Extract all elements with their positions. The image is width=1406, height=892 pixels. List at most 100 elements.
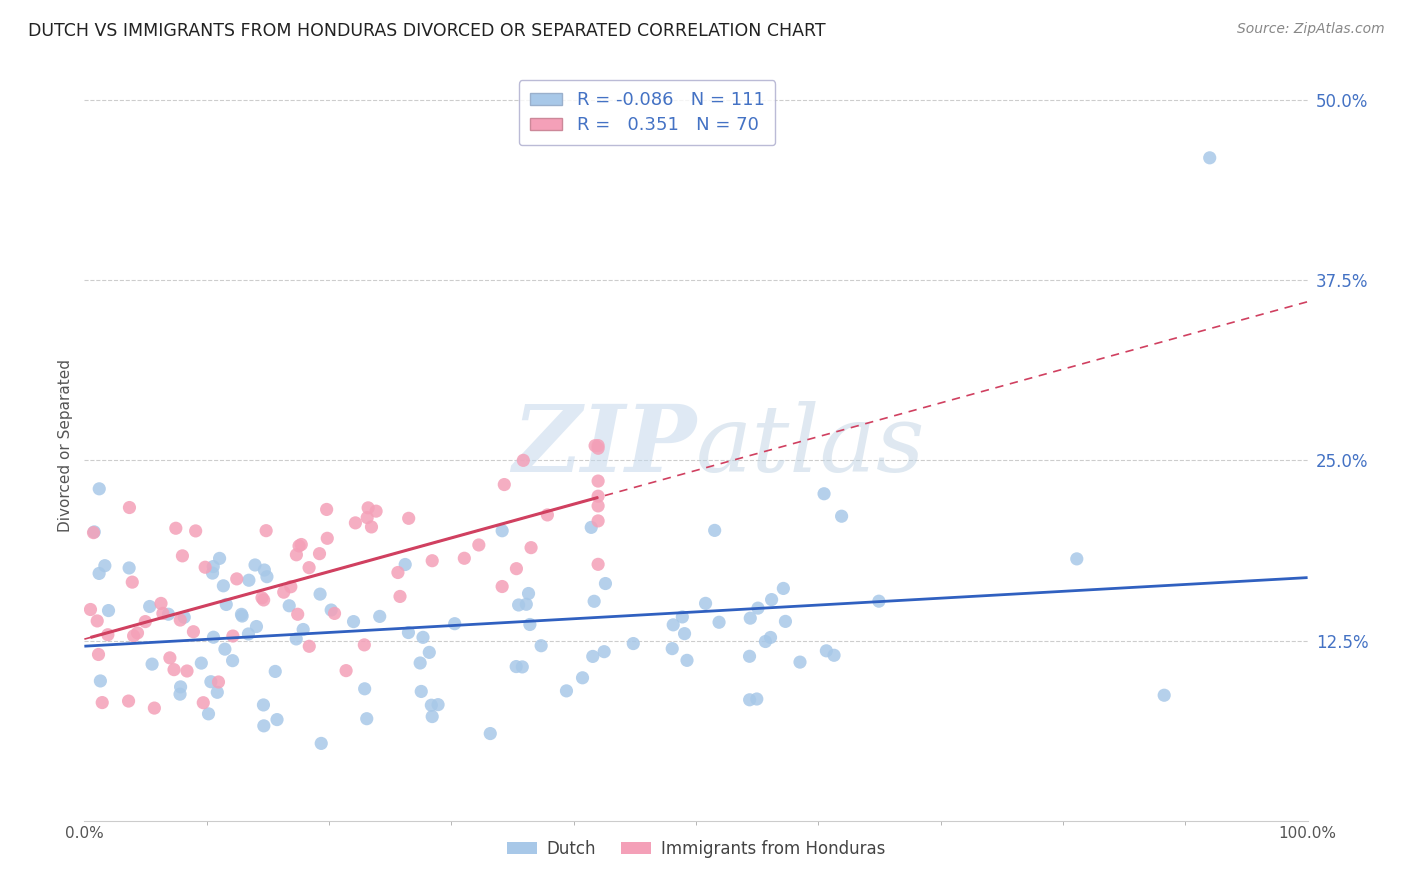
Point	[200, 674, 222, 689]
Point	[202, 630, 225, 644]
Point	[582, 649, 605, 664]
Point	[184, 524, 207, 538]
Point	[278, 599, 301, 613]
Point	[593, 645, 616, 659]
Point	[238, 573, 260, 587]
Point	[520, 541, 543, 555]
Point	[508, 598, 530, 612]
Text: Source: ZipAtlas.com: Source: ZipAtlas.com	[1237, 22, 1385, 37]
Point	[169, 687, 191, 701]
Point	[586, 474, 609, 488]
Point	[676, 653, 699, 667]
Point	[253, 719, 276, 733]
Point	[264, 665, 287, 679]
Point	[740, 611, 762, 625]
Point	[127, 626, 149, 640]
Point	[745, 692, 768, 706]
Point	[157, 607, 180, 622]
Point	[91, 696, 114, 710]
Point	[789, 655, 811, 669]
Point	[581, 520, 603, 534]
Point	[353, 681, 375, 696]
Point	[163, 663, 186, 677]
Point	[193, 696, 215, 710]
Point	[775, 615, 797, 629]
Point	[243, 558, 266, 572]
Point	[194, 560, 217, 574]
Point	[586, 514, 609, 528]
Point	[173, 610, 195, 624]
Point	[387, 566, 409, 580]
Point	[292, 623, 315, 637]
Point	[221, 654, 243, 668]
Point	[412, 631, 434, 645]
Point	[141, 657, 163, 672]
Point	[586, 558, 609, 572]
Point	[671, 610, 693, 624]
Point	[761, 592, 783, 607]
Point	[707, 615, 730, 630]
Point	[250, 591, 273, 605]
Point	[536, 508, 558, 522]
Point	[703, 524, 725, 538]
Point	[273, 585, 295, 599]
Point	[420, 709, 443, 723]
Point	[394, 558, 416, 572]
Point	[138, 599, 160, 614]
Point	[207, 685, 229, 699]
Point	[695, 596, 717, 610]
Point	[738, 693, 761, 707]
Point	[453, 551, 475, 566]
Point	[335, 664, 357, 678]
Point	[94, 558, 117, 573]
Point	[747, 601, 769, 615]
Point	[530, 639, 553, 653]
Point	[815, 644, 838, 658]
Point	[256, 570, 278, 584]
Point	[356, 510, 378, 524]
Point	[86, 614, 108, 628]
Point	[427, 698, 450, 712]
Text: atlas: atlas	[696, 401, 925, 491]
Point	[231, 609, 253, 624]
Legend: Dutch, Immigrants from Honduras: Dutch, Immigrants from Honduras	[501, 833, 891, 864]
Point	[420, 554, 443, 568]
Point	[418, 645, 440, 659]
Point	[586, 489, 609, 503]
Point	[298, 640, 321, 654]
Point	[285, 548, 308, 562]
Point	[172, 549, 194, 563]
Point	[505, 659, 527, 673]
Point	[398, 511, 420, 525]
Point	[288, 539, 311, 553]
Point	[360, 520, 382, 534]
Point	[831, 509, 853, 524]
Point	[280, 580, 302, 594]
Point	[368, 609, 391, 624]
Point	[215, 598, 238, 612]
Point	[159, 651, 181, 665]
Point	[738, 649, 761, 664]
Point	[190, 656, 212, 670]
Point	[117, 694, 139, 708]
Point	[254, 524, 277, 538]
Point	[443, 616, 465, 631]
Point	[323, 607, 346, 621]
Point	[759, 631, 782, 645]
Text: ZIP: ZIP	[512, 401, 696, 491]
Point	[321, 603, 343, 617]
Point	[357, 500, 380, 515]
Point	[316, 531, 339, 545]
Point	[813, 487, 835, 501]
Point	[662, 617, 685, 632]
Point	[207, 675, 229, 690]
Point	[83, 525, 105, 540]
Point	[388, 590, 411, 604]
Point	[673, 626, 696, 640]
Point	[512, 453, 534, 467]
Point	[494, 477, 516, 491]
Point	[555, 684, 578, 698]
Point	[586, 499, 609, 513]
Point	[176, 664, 198, 678]
Point	[309, 736, 332, 750]
